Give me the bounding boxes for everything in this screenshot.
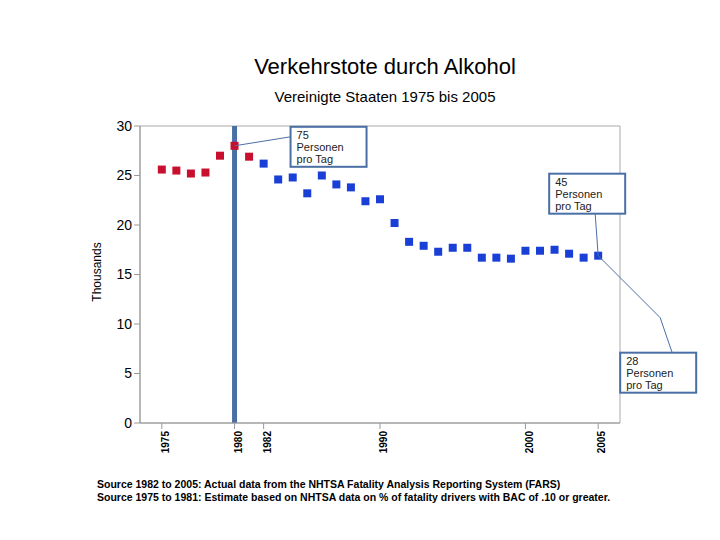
svg-text:5: 5 <box>124 365 132 381</box>
svg-text:2005: 2005 <box>596 431 607 454</box>
html-text:Vereinigte Staaten 1975 bis 20: Vereinigte Staaten 1975 bis 2005 <box>274 88 496 105</box>
svg-text:0: 0 <box>124 415 132 431</box>
svg-text:10: 10 <box>116 316 132 332</box>
svg-text:15: 15 <box>116 266 132 282</box>
svg-text:45Personenpro Tag: 45Personenpro Tag <box>555 176 602 212</box>
html-text:Verkehrstote durch Alkohol: Verkehrstote durch Alkohol <box>254 54 516 79</box>
svg-text:1990: 1990 <box>378 431 389 454</box>
svg-text:1975: 1975 <box>160 431 171 454</box>
html-text:Source 1982 to 2005: Actual da: Source 1982 to 2005: Actual data from th… <box>97 478 561 490</box>
html-text:Source 1975 to 1981: Estimate: Source 1975 to 1981: Estimate based on N… <box>97 491 611 503</box>
svg-text:20: 20 <box>116 217 132 233</box>
html-text:Thousands: Thousands <box>90 242 104 302</box>
svg-text:2000: 2000 <box>524 431 535 454</box>
svg-text:75Personenpro Tag: 75Personenpro Tag <box>297 129 344 165</box>
svg-text:25: 25 <box>116 167 132 183</box>
svg-text:30: 30 <box>116 118 132 134</box>
svg-text:1980: 1980 <box>233 431 244 454</box>
svg-text:28Personenpro Tag: 28Personenpro Tag <box>626 355 673 391</box>
svg-text:1982: 1982 <box>262 431 273 454</box>
